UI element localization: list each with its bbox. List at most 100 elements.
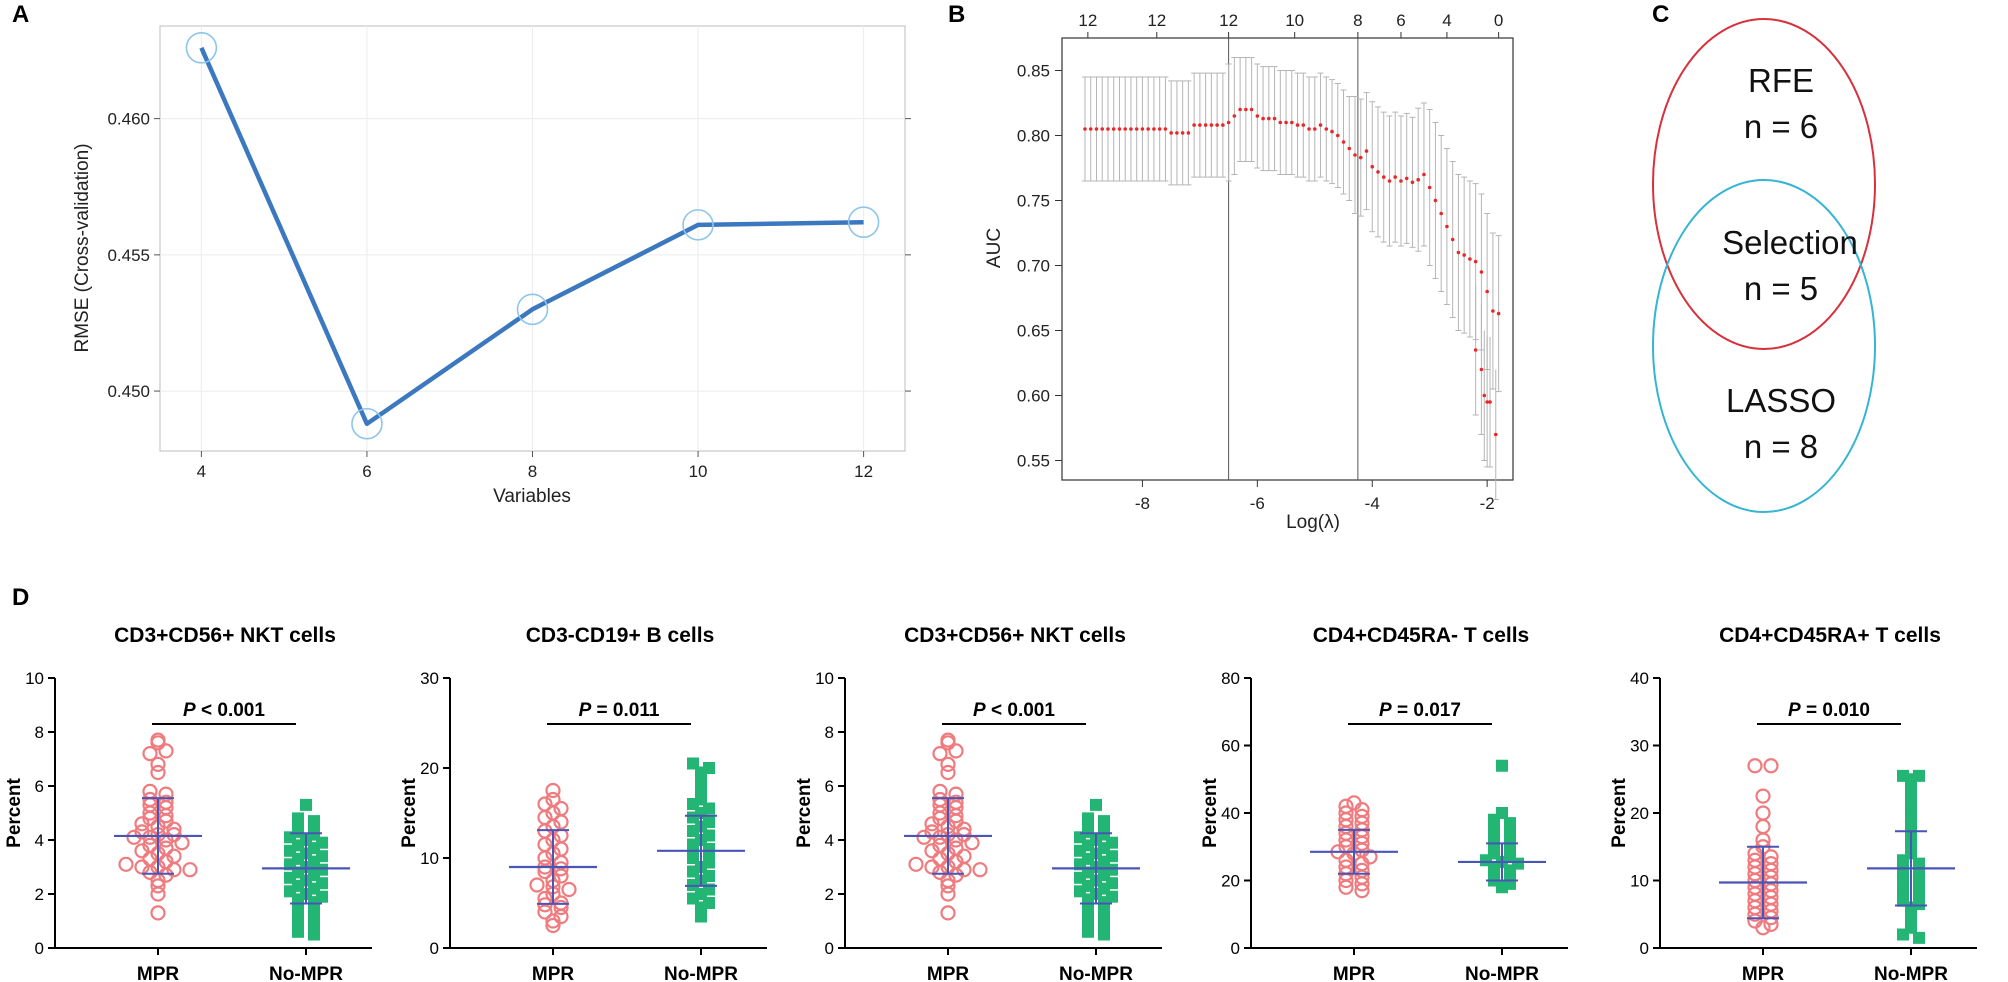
panel-d-mpr-point [940, 764, 956, 781]
panel-b-chart: -8 -6 -4 -2 0.55 0.60 0.65 0.70 0.75 0.80 0.85 12 12… [984, 11, 1514, 533]
panel-b-point [1203, 123, 1208, 127]
panel-b-point [1272, 116, 1277, 121]
panel-d-mpr-point [1354, 808, 1370, 824]
panel-d-ytick-label: 0 [430, 939, 439, 958]
panel-b-xtick-label: -4 [1365, 494, 1380, 513]
panel-a-xtick-label: 6 [362, 462, 371, 481]
venn-selection-name: Selection [1722, 224, 1858, 261]
panel-b-point [1215, 123, 1219, 127]
panel-d-mpr-point [1346, 795, 1362, 811]
panel-d-group-label: No-MPR [1874, 964, 1948, 982]
panel-b-top-tick-label: 10 [1285, 11, 1304, 30]
panel-b-point [1152, 127, 1156, 131]
panel-b-point [1146, 127, 1150, 131]
panel-a-chart: 4 6 8 10 12 0.450 0.455 0.460 Variables RMSE (C… [72, 25, 911, 507]
panel-b-point [1255, 114, 1260, 118]
panel-d-mpr-point [118, 856, 134, 872]
panel-d-mpr-point [1338, 798, 1354, 814]
panel-letter-b: B [948, 1, 965, 28]
panel-a-marker [682, 209, 714, 241]
panel-b-point [1312, 127, 1317, 131]
panel-b-top-tick-label: 6 [1396, 11, 1405, 30]
panel-d-mpr-point [561, 881, 577, 898]
panel-b-point [1186, 131, 1191, 135]
panel-b-reference-lines [1228, 38, 1359, 480]
panel-b-point [1488, 400, 1492, 404]
panel-b-point [1364, 149, 1369, 153]
panel-d-mpr-point [166, 848, 182, 864]
panel-d-mpr-point [142, 791, 158, 808]
panel-d-ytick-label: 60 [1221, 737, 1240, 756]
panel-letter-a: A [12, 1, 29, 28]
panel-d-nompr-point [1913, 857, 1925, 870]
panel-d-mpr-point [553, 800, 569, 817]
panel-b-point [1358, 155, 1363, 160]
panel-b-ytick-label: 0.75 [1017, 192, 1050, 211]
panel-b-point [1473, 348, 1478, 352]
panel-b-point [1111, 127, 1116, 131]
panel-d-pvalue-symbol: P [183, 700, 196, 721]
panel-b-top-tick-label: 12 [1147, 11, 1166, 30]
panel-a-marker [847, 206, 880, 238]
panel-d-mpr-point [1755, 805, 1771, 821]
panel-d-mpr-point [924, 824, 940, 840]
panel-b-point [1140, 127, 1145, 131]
panel-d-mpr-point [1755, 818, 1771, 835]
panel-d-mpr-point [174, 835, 190, 851]
panel-d-pvalue: P < 0.001 [183, 700, 265, 721]
panel-b-point [1485, 400, 1489, 404]
panel-a-ylabel: RMSE (Cross-validation) [72, 143, 93, 352]
panel-d-title: CD3+CD56+ NKT cells [114, 624, 336, 647]
panel-b-xlabel: Log(λ) [1286, 512, 1340, 533]
panel-d-nompr-point [308, 815, 320, 828]
panel-b-point [1393, 175, 1398, 179]
panel-d-mpr-point [1763, 758, 1779, 774]
panel-b-point [1427, 185, 1432, 190]
panel-d-mpr-point [537, 796, 553, 812]
panel-d-mpr-point [1747, 852, 1763, 868]
panel-d-nompr-point [703, 762, 715, 774]
panel-b-point [1496, 311, 1501, 316]
panel-d-nompr-point [1504, 817, 1516, 830]
panel-b-point [1473, 259, 1478, 264]
panel-d-ytick-label: 30 [1630, 737, 1649, 756]
panel-d-mpr-point [529, 877, 545, 893]
panel-d-subplot-2: CD3-CD19+ B cells 0 10 20 30 Percent MPR No-MPR… [399, 624, 767, 982]
panel-b-point [1493, 432, 1498, 437]
panel-b-point [1261, 116, 1265, 121]
panel-d-mpr-point [932, 791, 948, 808]
panel-d-nompr-point [1090, 798, 1102, 811]
panel-d-mpr-point [142, 783, 158, 800]
panel-b-point [1376, 170, 1380, 174]
panel-b-point [1238, 107, 1242, 112]
panel-b-point [1399, 179, 1403, 183]
panel-d-mpr-point [537, 890, 553, 907]
panel-d-mpr-point [956, 826, 972, 843]
panel-d-mpr-point [545, 913, 561, 929]
panel-a-marker [516, 293, 549, 326]
panel-b-ytick-label: 0.65 [1017, 322, 1050, 341]
panel-d-mpr-point [940, 905, 956, 921]
panel-d-mpr-point [150, 732, 166, 748]
panel-d-group-label: No-MPR [664, 964, 738, 982]
panel-d-mpr-point [1763, 856, 1779, 872]
panel-d-ytick-label: 40 [1630, 669, 1649, 688]
panel-b-point [1129, 127, 1133, 131]
panel-d-ytick-label: 0 [35, 939, 44, 958]
panel-a-ytick-label: 0.455 [107, 246, 150, 265]
panel-a-marker [351, 407, 383, 440]
panel-d-pvalue: P < 0.001 [973, 700, 1055, 721]
panel-a-xtick-label: 4 [197, 462, 206, 481]
panel-b-point [1370, 164, 1375, 169]
panel-d-nompr-point [292, 812, 304, 825]
panel-b-point [1163, 127, 1168, 131]
panel-b-point [1381, 175, 1386, 179]
panel-d-mpr-point [166, 826, 182, 843]
panel-d-group-label: No-MPR [269, 964, 343, 982]
panel-d-mpr-point [134, 824, 150, 840]
panel-a-xlabel: Variables [493, 486, 571, 507]
panel-b-point [1404, 176, 1409, 181]
panel-d-mpr-point [158, 743, 174, 759]
